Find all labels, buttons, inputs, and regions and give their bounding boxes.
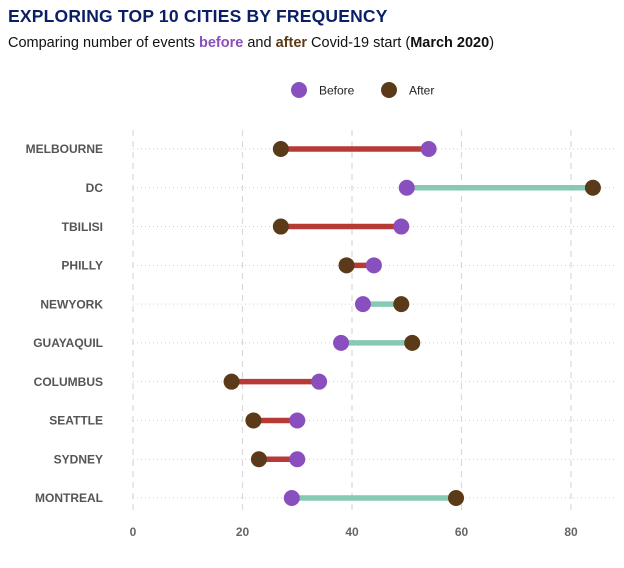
before-point (398, 179, 415, 196)
category-label: MELBOURNE (26, 142, 103, 156)
x-tick-label: 40 (345, 525, 359, 539)
category-guide-layer (133, 148, 615, 499)
subtitle-date: March 2020 (410, 35, 490, 51)
before-point (354, 296, 371, 313)
subtitle-before-word: before (199, 35, 244, 51)
after-point (393, 296, 410, 313)
subtitle-text-3: Covid-19 start ( (307, 35, 411, 51)
x-tick-label: 0 (130, 525, 137, 539)
category-label: COLUMBUS (34, 375, 103, 389)
legend-before-label: Before (319, 84, 355, 98)
subtitle-text-4: ) (489, 35, 495, 51)
grid-layer (132, 130, 572, 515)
after-point (584, 179, 601, 196)
before-point (420, 141, 437, 157)
legend-after-marker (381, 82, 397, 98)
subtitle-text-1: Comparing number of events (8, 35, 200, 51)
after-point (245, 412, 262, 429)
category-label: MONTREAL (35, 491, 103, 505)
x-tick-label: 20 (236, 525, 250, 539)
category-label: DC (86, 181, 104, 195)
category-label-layer: MELBOURNE DC TBILISI PHILLY NEWYORK GUAYAQUIL… (26, 142, 104, 505)
subtitle-after-word: after (275, 35, 308, 51)
before-point (289, 451, 306, 468)
after-point (404, 334, 421, 351)
after-point (448, 490, 465, 507)
x-tick-label: 80 (564, 525, 578, 539)
before-point (283, 490, 300, 507)
legend-after-label: After (409, 84, 434, 98)
after-point (272, 141, 289, 157)
before-point (365, 257, 382, 274)
x-tick-layer: 0 20 40 60 80 (130, 525, 578, 539)
before-point (289, 412, 306, 429)
chart-subtitle: Comparing number of events before and af… (8, 35, 494, 51)
after-point (272, 218, 289, 235)
subtitle-text-2: and (243, 35, 276, 51)
after-point (338, 257, 355, 274)
after-point (250, 451, 267, 468)
before-point (311, 373, 328, 390)
segment-layer (231, 146, 593, 501)
category-label: SEATTLE (49, 414, 103, 428)
after-point (223, 373, 240, 390)
legend-before-marker (291, 82, 307, 98)
category-label: GUAYAQUIL (33, 336, 103, 350)
legend: Before After (291, 82, 434, 98)
before-point (393, 218, 410, 235)
category-label: PHILLY (61, 259, 103, 273)
chart-title: EXPLORING TOP 10 CITIES BY FREQUENCY (8, 6, 388, 26)
category-label: SYDNEY (54, 452, 103, 466)
before-point (333, 334, 350, 351)
category-label: NEWYORK (40, 297, 103, 311)
category-label: TBILISI (62, 220, 103, 234)
point-layer (223, 141, 601, 507)
x-tick-label: 60 (455, 525, 469, 539)
